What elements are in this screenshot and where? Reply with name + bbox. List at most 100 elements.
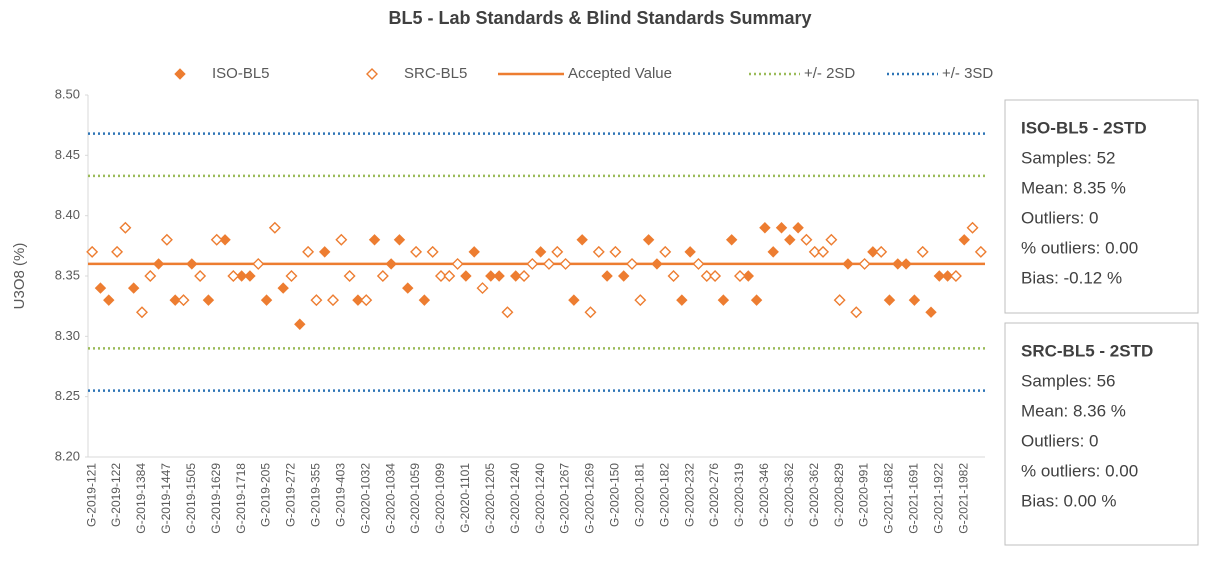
data-point bbox=[576, 234, 588, 246]
x-tick-label: G-2019-205 bbox=[259, 463, 273, 527]
data-point bbox=[186, 258, 198, 270]
data-point bbox=[725, 234, 738, 246]
data-point bbox=[385, 258, 397, 270]
legend-label: Accepted Value bbox=[568, 65, 672, 82]
x-tick-label: G-2020-346 bbox=[757, 463, 771, 527]
legend-marker bbox=[174, 68, 186, 80]
data-point bbox=[526, 257, 539, 270]
stats-line: Outliers: 0 bbox=[1021, 208, 1098, 227]
x-tick-label: G-2020-1205 bbox=[483, 463, 497, 534]
y-tick-label: 8.45 bbox=[55, 147, 80, 162]
legend-label: +/- 2SD bbox=[804, 65, 855, 82]
x-tick-label: G-2020-319 bbox=[732, 463, 746, 527]
data-point bbox=[858, 257, 871, 270]
data-point bbox=[285, 270, 298, 282]
data-point bbox=[808, 245, 821, 258]
x-tick-label: G-2021-1922 bbox=[931, 463, 945, 534]
data-point bbox=[800, 233, 813, 246]
data-point bbox=[784, 234, 796, 246]
data-point bbox=[451, 257, 464, 270]
data-point bbox=[875, 245, 888, 258]
x-tick-label: G-2019-1718 bbox=[234, 463, 248, 534]
data-point bbox=[958, 234, 970, 246]
x-tick-label: G-2020-1240 bbox=[508, 463, 522, 534]
x-tick-label: G-2020-362 bbox=[807, 463, 821, 527]
x-tick-label: G-2019-1447 bbox=[159, 463, 173, 534]
data-point bbox=[609, 245, 622, 258]
data-point bbox=[742, 270, 754, 282]
stats-box bbox=[1004, 322, 1199, 546]
y-tick-label: 8.20 bbox=[55, 448, 80, 463]
data-point bbox=[169, 294, 181, 306]
x-tick-label: G-2020-1267 bbox=[558, 463, 572, 534]
y-tick-label: 8.50 bbox=[55, 86, 80, 101]
data-point bbox=[542, 257, 555, 270]
data-point bbox=[925, 306, 937, 318]
x-tick-label: G-2019-272 bbox=[284, 463, 298, 527]
legend-label: ISO-BL5 bbox=[212, 65, 270, 82]
x-tick-label: G-2020-1269 bbox=[583, 463, 597, 534]
data-point bbox=[335, 233, 348, 246]
x-tick-label: G-2020-991 bbox=[857, 463, 871, 527]
data-point bbox=[551, 245, 564, 258]
data-point bbox=[135, 306, 148, 319]
data-point bbox=[850, 306, 863, 319]
data-point bbox=[642, 234, 655, 246]
x-tick-label: G-2020-362 bbox=[782, 463, 796, 527]
data-point bbox=[310, 294, 323, 307]
stats-line: % outliers: 0.00 bbox=[1021, 238, 1138, 257]
y-tick-label: 8.25 bbox=[55, 388, 80, 403]
x-tick-label: G-2021-1682 bbox=[882, 463, 896, 534]
x-tick-label: G-2021-1982 bbox=[956, 463, 970, 534]
x-tick-label: G-2019-355 bbox=[309, 463, 323, 527]
legend-marker bbox=[366, 68, 378, 80]
data-point bbox=[510, 270, 522, 282]
data-point bbox=[750, 294, 763, 306]
data-point bbox=[759, 222, 771, 234]
data-point bbox=[618, 270, 630, 282]
x-tick-label: G-2019-403 bbox=[333, 463, 347, 527]
data-point bbox=[626, 257, 639, 270]
data-point bbox=[277, 282, 289, 294]
x-tick-label: G-2019-1629 bbox=[209, 463, 223, 534]
stats-line: Outliers: 0 bbox=[1021, 431, 1098, 450]
data-point bbox=[202, 294, 215, 306]
data-point bbox=[501, 306, 514, 319]
data-point bbox=[86, 245, 99, 258]
data-point bbox=[634, 294, 647, 307]
data-point bbox=[268, 221, 281, 234]
x-tick-label: G-2020-1240 bbox=[533, 463, 547, 534]
data-point bbox=[127, 282, 140, 294]
data-point bbox=[534, 246, 547, 258]
data-point bbox=[368, 234, 381, 246]
data-point bbox=[294, 318, 306, 330]
legend-label: SRC-BL5 bbox=[404, 65, 467, 82]
y-axis-label: U3O8 (%) bbox=[11, 243, 28, 310]
data-point bbox=[518, 270, 531, 282]
stats-title: ISO-BL5 - 2STD bbox=[1021, 118, 1147, 137]
data-point bbox=[867, 246, 879, 258]
data-point bbox=[319, 246, 331, 258]
data-point bbox=[667, 270, 680, 282]
data-point bbox=[709, 270, 722, 282]
data-point bbox=[443, 270, 456, 282]
data-point bbox=[659, 245, 672, 258]
data-point bbox=[908, 294, 921, 306]
data-point bbox=[352, 294, 364, 306]
x-tick-label: G-2020-829 bbox=[832, 463, 846, 527]
data-point bbox=[833, 294, 846, 307]
data-point bbox=[733, 270, 746, 282]
x-tick-label: G-2020-181 bbox=[632, 463, 646, 527]
data-point bbox=[717, 294, 730, 306]
data-point bbox=[775, 222, 788, 234]
x-tick-label: G-2020-1032 bbox=[358, 463, 372, 534]
data-point bbox=[892, 258, 904, 270]
stats-line: Bias: -0.12 % bbox=[1021, 268, 1122, 287]
x-tick-label: G-2020-276 bbox=[707, 463, 721, 527]
data-point bbox=[111, 245, 124, 258]
x-tick-label: G-2021-1691 bbox=[907, 463, 921, 534]
stats-line: Mean: 8.35 % bbox=[1021, 178, 1126, 197]
data-point bbox=[210, 233, 223, 246]
data-point bbox=[343, 270, 356, 282]
